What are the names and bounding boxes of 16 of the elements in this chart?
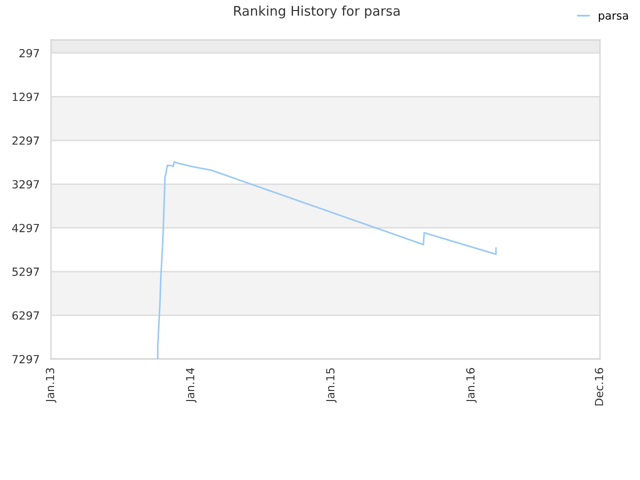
x-tick-label: Jan.16 <box>466 368 477 403</box>
y-tick-label: 2297 <box>12 136 39 145</box>
y-tick-label: 6297 <box>12 311 39 320</box>
y-tick-label: 7297 <box>12 354 39 364</box>
x-tick-label: Jan.13 <box>46 368 56 403</box>
x-tick-label: Jan.15 <box>326 368 337 403</box>
y-tick-label: 4297 <box>12 224 39 232</box>
x-tick-label: Dec.16 <box>594 368 604 406</box>
chart-title: Ranking History for parsa <box>234 6 400 18</box>
y-tick-label: 5297 <box>12 268 39 276</box>
legend-label: parsa <box>598 13 628 22</box>
x-tick-label: Jan.14 <box>186 368 196 403</box>
y-tick-label: 297 <box>19 48 39 58</box>
line-series <box>156 161 497 359</box>
y-tick-label: 1297 <box>12 92 39 102</box>
y-tick-label: 3297 <box>12 180 39 189</box>
